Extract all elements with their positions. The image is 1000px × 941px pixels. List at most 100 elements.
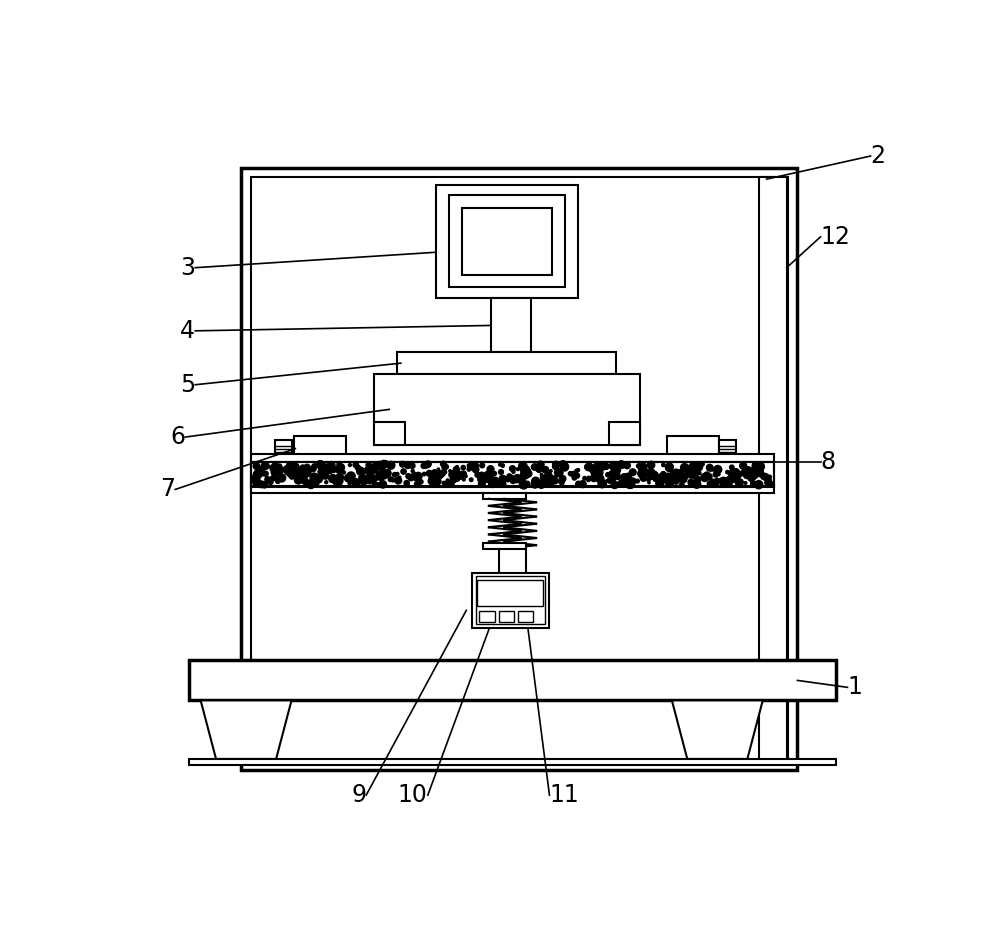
Circle shape: [455, 466, 458, 469]
Circle shape: [379, 471, 385, 477]
Circle shape: [548, 476, 553, 481]
Circle shape: [531, 481, 538, 488]
Bar: [275, 440, 292, 457]
Circle shape: [270, 475, 276, 481]
Circle shape: [425, 461, 431, 468]
Circle shape: [304, 471, 310, 477]
Circle shape: [600, 480, 606, 486]
Circle shape: [554, 469, 563, 477]
Circle shape: [648, 472, 656, 479]
Circle shape: [621, 479, 625, 484]
Bar: [251, 462, 774, 487]
Circle shape: [681, 464, 689, 471]
Circle shape: [314, 477, 317, 480]
Circle shape: [428, 477, 435, 485]
Circle shape: [304, 464, 310, 470]
Circle shape: [517, 475, 520, 478]
Circle shape: [577, 469, 579, 471]
Circle shape: [453, 474, 460, 481]
Bar: [483, 492, 526, 499]
Text: 10: 10: [398, 783, 428, 807]
Circle shape: [290, 474, 294, 479]
Circle shape: [537, 483, 539, 486]
Circle shape: [743, 468, 750, 474]
Bar: [477, 581, 543, 607]
Circle shape: [637, 464, 641, 469]
Circle shape: [650, 471, 658, 479]
Circle shape: [288, 470, 295, 477]
Circle shape: [328, 470, 332, 473]
Circle shape: [729, 472, 734, 477]
Circle shape: [297, 468, 304, 475]
Circle shape: [744, 482, 747, 485]
Circle shape: [379, 481, 387, 488]
Circle shape: [625, 473, 631, 480]
Circle shape: [384, 470, 391, 477]
Circle shape: [276, 479, 280, 484]
Circle shape: [576, 481, 581, 486]
Circle shape: [690, 463, 694, 468]
Circle shape: [609, 470, 614, 475]
Circle shape: [612, 471, 620, 479]
Circle shape: [736, 479, 743, 486]
Circle shape: [660, 483, 662, 486]
Bar: [397, 352, 616, 374]
Circle shape: [559, 461, 567, 469]
Circle shape: [606, 472, 610, 477]
Circle shape: [647, 478, 650, 482]
Circle shape: [450, 472, 455, 477]
Circle shape: [439, 470, 445, 476]
Bar: [189, 759, 836, 765]
Circle shape: [748, 474, 751, 478]
Circle shape: [629, 469, 636, 475]
Circle shape: [575, 473, 580, 478]
Circle shape: [261, 482, 268, 488]
Circle shape: [373, 467, 376, 470]
Circle shape: [526, 470, 532, 477]
Circle shape: [444, 465, 448, 469]
Circle shape: [695, 471, 698, 475]
Circle shape: [380, 475, 384, 479]
Circle shape: [380, 460, 388, 468]
Bar: [374, 422, 405, 445]
Circle shape: [540, 473, 543, 475]
Circle shape: [353, 463, 356, 466]
Circle shape: [670, 471, 677, 479]
Bar: [518, 611, 533, 622]
Circle shape: [460, 471, 466, 477]
Circle shape: [650, 471, 653, 474]
Circle shape: [441, 461, 446, 467]
Circle shape: [344, 474, 352, 482]
Circle shape: [360, 476, 368, 485]
Text: 3: 3: [180, 256, 195, 279]
Circle shape: [639, 466, 645, 472]
Circle shape: [365, 467, 372, 474]
Circle shape: [611, 464, 620, 472]
Circle shape: [253, 463, 260, 470]
Polygon shape: [672, 700, 763, 759]
Circle shape: [400, 461, 405, 467]
Circle shape: [373, 462, 381, 470]
Circle shape: [328, 462, 335, 469]
Circle shape: [304, 483, 308, 486]
Circle shape: [371, 475, 378, 482]
Circle shape: [261, 472, 265, 476]
Circle shape: [642, 475, 646, 480]
Circle shape: [623, 462, 627, 467]
Circle shape: [348, 464, 351, 467]
Circle shape: [414, 474, 420, 481]
Bar: [241, 167, 797, 770]
Circle shape: [426, 470, 432, 476]
Circle shape: [677, 474, 679, 476]
Circle shape: [325, 481, 328, 484]
Circle shape: [473, 467, 479, 472]
Circle shape: [405, 463, 411, 469]
Circle shape: [666, 479, 674, 487]
Circle shape: [366, 462, 371, 468]
Circle shape: [531, 464, 538, 470]
Circle shape: [624, 462, 630, 469]
Circle shape: [688, 479, 694, 486]
Circle shape: [625, 476, 630, 481]
Circle shape: [296, 473, 304, 482]
Circle shape: [756, 467, 763, 473]
